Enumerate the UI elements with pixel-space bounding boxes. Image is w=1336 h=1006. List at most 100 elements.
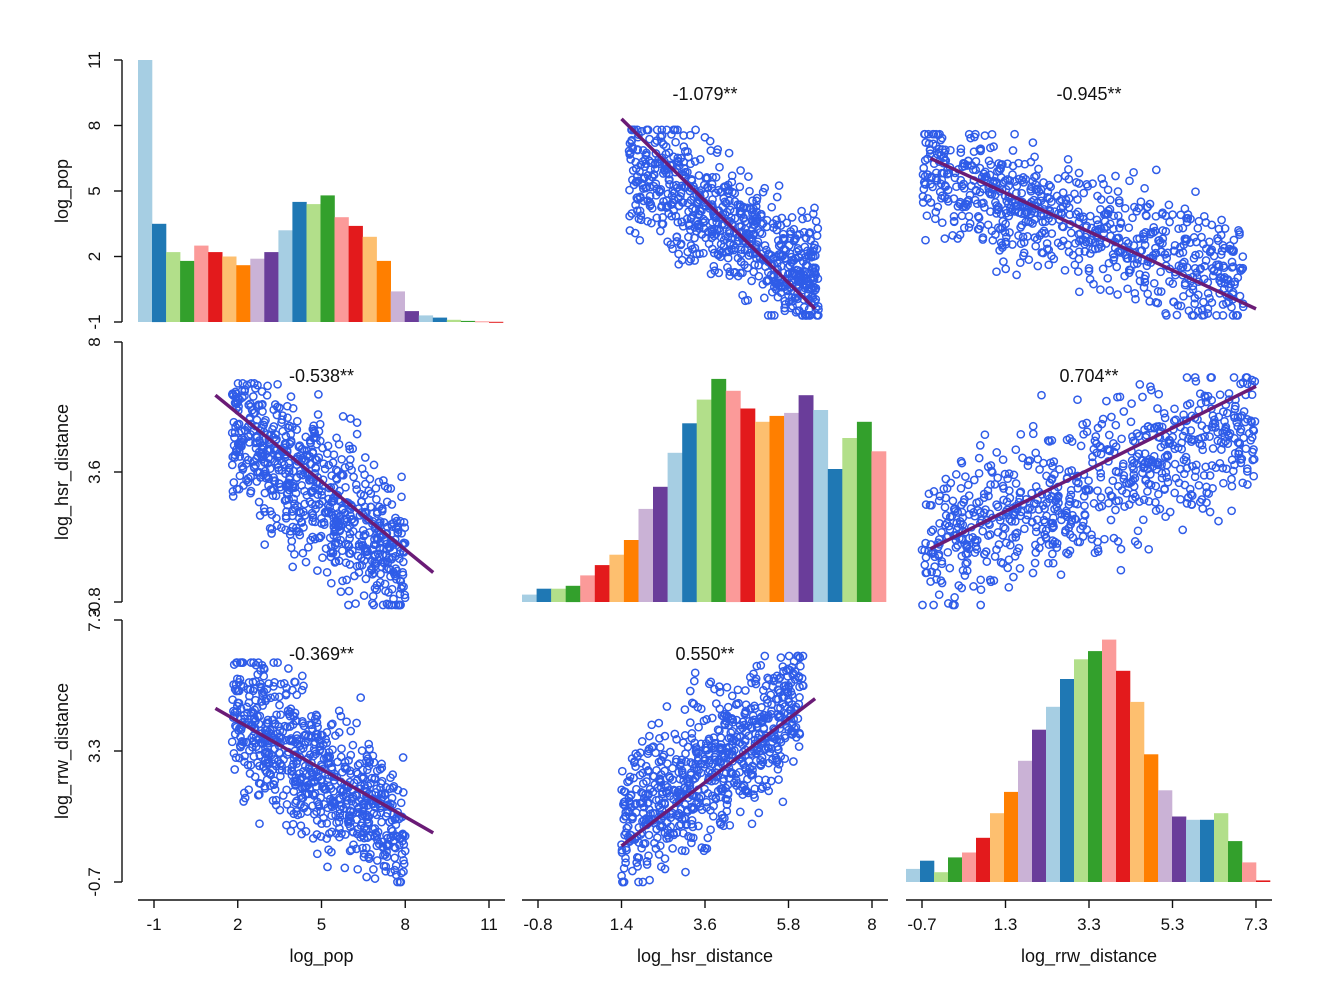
scatter-point [956,148,966,157]
scatter-point [727,747,737,756]
scatter-point [318,443,327,453]
scatter-point [1037,390,1046,400]
scatter-point [1156,287,1166,296]
scatter-point [269,780,279,790]
scatter-point [1191,237,1201,247]
scatter-point [1227,455,1237,465]
scatter-point [364,486,374,496]
scatter-point [1098,264,1108,274]
scatter-point [299,681,308,691]
scatter-point [1113,537,1123,546]
scatter-point [663,189,673,199]
scatter-point [1172,310,1182,320]
scatter-point [248,392,258,401]
scatter-point [767,311,776,320]
scatter-point [1023,232,1032,241]
scatter-point [798,651,808,661]
scatter-point [318,553,327,563]
histogram-bar-log_pop-15 [348,225,363,322]
scatter-point [680,705,690,714]
scatter-point [1093,423,1103,433]
scatter-point [273,658,282,667]
scatter-point [372,784,381,794]
histogram-bar-log_hsr_distance-5 [594,565,610,602]
scatter-point [288,483,298,493]
scatter-point [369,540,379,550]
scatter-point [1016,429,1026,439]
scatter-point [634,853,644,863]
scatter-point [635,206,645,216]
scatter-point [1079,188,1089,198]
scatter-point [336,587,346,597]
scatter-point [970,548,980,557]
scatter-point [964,491,974,500]
scatter-point [1142,430,1151,440]
scatter-point [227,737,237,747]
scatter-point [645,134,654,144]
scatter-point [318,782,327,792]
scatter-point [292,416,302,426]
scatter-point [1246,435,1256,445]
scatter-point [778,233,788,243]
scatter-point [1203,304,1213,314]
scatter-point [795,730,805,739]
scatter-point [377,763,387,773]
scatter-point [674,201,684,211]
scatter-point [334,556,344,566]
scatter-point [1162,311,1171,320]
scatter-point [945,512,955,522]
scatter-point [1053,492,1062,502]
scatter-point [713,250,723,260]
scatter-point [986,143,995,153]
scatter-point [382,599,392,609]
histogram-bar-log_pop-7 [236,265,251,322]
scatter-point [1247,390,1257,400]
scatter-point [933,202,943,212]
scatter-point [304,789,314,799]
scatter-point [767,700,776,709]
scatter-point [773,236,783,245]
scatter-point [359,543,369,553]
scatter-point [1074,229,1084,239]
scatter-point [642,183,651,192]
scatter-point [1178,262,1188,272]
scatter-point [1213,236,1223,246]
scatter-point [958,202,968,212]
scatter-point [626,155,636,164]
scatter-point [229,391,238,400]
scatter-point [1011,532,1021,542]
scatter-point [1151,243,1160,253]
scatter-point [1001,264,1011,274]
scatter-point [230,765,240,774]
scatter-point [1130,473,1140,483]
scatter-point [1045,437,1054,446]
scatter-point [312,807,321,816]
scatter-point [1219,438,1228,448]
scatter-point [259,671,269,681]
scatter-point [1038,248,1048,258]
scatter-point [1009,470,1019,480]
scatter-point [676,192,685,201]
scatter-point [303,542,313,552]
scatter-point [344,756,353,765]
scatter-point [374,552,384,562]
scatter-point [1153,287,1163,296]
scatter-point [952,182,961,192]
histogram-bar-log_rrw_distance-10 [1046,706,1061,882]
scatter-point [1070,499,1080,508]
scatter-point [973,212,983,221]
scatter-point [937,193,946,203]
scatter-point [1140,183,1149,193]
scatter-point [691,743,701,752]
regression-line-log_pop-vs-log_rrw_distance [929,156,1257,311]
scatter-point [985,575,995,585]
scatter-point [370,584,380,593]
scatter-point [715,162,724,172]
scatter-point [638,877,648,887]
scatter-point [277,466,287,475]
scatter-point [772,220,782,230]
scatter-point [1079,429,1088,439]
histogram-bar-log_rrw_distance-5 [976,837,991,882]
scatter-point [1130,202,1139,212]
scatter-point [319,754,329,764]
